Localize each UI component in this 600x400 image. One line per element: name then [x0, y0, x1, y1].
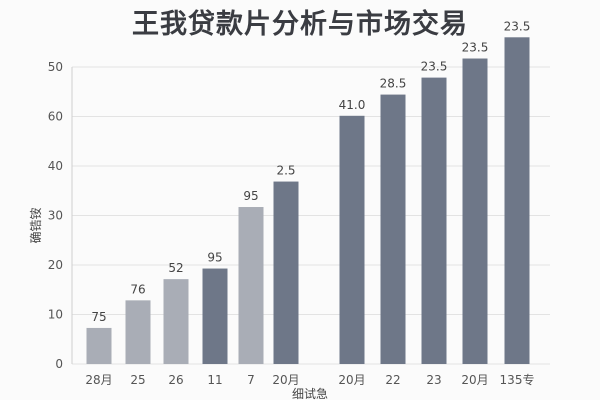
x-tick-label: 135专 — [500, 372, 535, 387]
data-label: 23.5 — [504, 19, 531, 33]
bar — [380, 94, 406, 364]
bar — [238, 207, 264, 364]
y-axis: 0 10 20 30 40 60 50 — [48, 60, 73, 371]
bar — [125, 300, 151, 364]
y-tick-label: 20 — [48, 258, 63, 272]
data-label: 41.0 — [339, 98, 366, 112]
data-label: 95 — [243, 189, 258, 203]
bar — [202, 268, 228, 364]
y-tick-label: 10 — [48, 308, 63, 322]
data-label: 28.5 — [380, 77, 407, 91]
x-tick-label: 7 — [247, 373, 255, 387]
x-tick-label: 23 — [426, 373, 441, 387]
x-tick-label: 26 — [168, 373, 183, 387]
data-label: 2.5 — [276, 164, 295, 178]
data-label: 95 — [207, 251, 222, 265]
bar — [421, 77, 447, 364]
y-tick-label: 50 — [48, 60, 63, 74]
x-tick-label: 20月 — [272, 373, 299, 387]
data-label: 23.5 — [462, 41, 489, 55]
data-labels: 75 76 52 95 95 2.5 41.0 28.5 23.5 23.5 23.5 — [91, 19, 530, 324]
bar — [86, 327, 112, 364]
x-tick-label: 20月 — [338, 373, 365, 387]
bars — [86, 37, 530, 365]
x-tick-label: 28月 — [85, 373, 112, 387]
y-axis-label: 确锆铵 — [28, 207, 43, 243]
chart-title: 王我贷款片分析与市场交易 — [132, 9, 468, 40]
x-tick-label: 25 — [130, 373, 145, 387]
bar — [462, 58, 488, 365]
data-label: 75 — [91, 310, 106, 324]
x-tick-label: 20月 — [461, 373, 488, 387]
y-tick-label: 40 — [48, 159, 63, 173]
data-label: 23.5 — [421, 60, 448, 74]
bar — [339, 115, 365, 365]
x-tick-label: 22 — [385, 373, 400, 387]
bar — [504, 37, 530, 365]
bar — [163, 279, 189, 364]
x-axis: 28月 25 26 11 7 20月 20月 22 23 20月 135专 — [85, 372, 534, 387]
y-tick-label: 60 — [48, 110, 63, 124]
bar — [273, 181, 299, 364]
x-axis-label: 细试急 — [292, 386, 328, 400]
data-label: 76 — [130, 282, 145, 296]
x-tick-label: 11 — [207, 373, 222, 387]
data-label: 52 — [168, 261, 183, 275]
y-tick-label: 0 — [55, 357, 63, 371]
y-tick-label: 30 — [48, 209, 63, 223]
